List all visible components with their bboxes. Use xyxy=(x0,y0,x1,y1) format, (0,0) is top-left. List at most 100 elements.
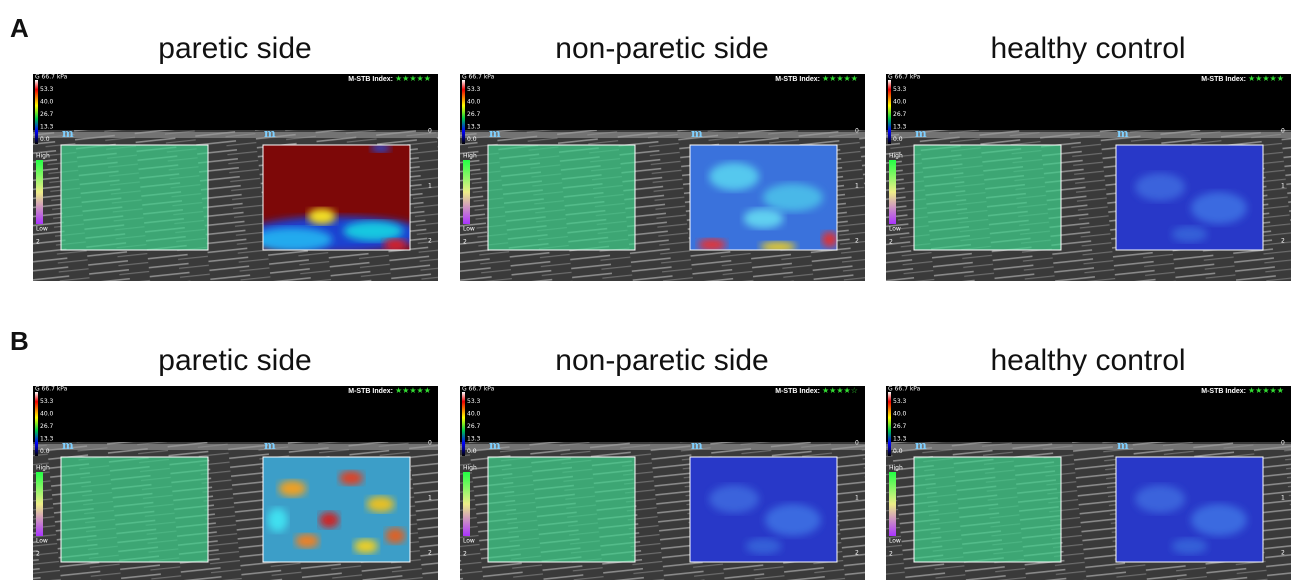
scale-label: 53.3 xyxy=(893,398,907,405)
fascia xyxy=(33,132,438,138)
scale-label: 26.7 xyxy=(893,111,907,118)
heat-blob xyxy=(698,238,727,250)
depth-label: 1 xyxy=(855,495,859,502)
scale-label: 40.0 xyxy=(40,411,54,418)
quality-label: Low xyxy=(36,538,48,545)
depth-label: 1 xyxy=(1281,495,1285,502)
heat-blob xyxy=(760,241,797,250)
depth-label: 2 xyxy=(855,238,859,245)
quality-bar xyxy=(36,160,43,224)
quality-bar xyxy=(36,472,43,536)
marker: m xyxy=(915,127,927,140)
scale-label: 53.3 xyxy=(467,398,481,405)
depth-label: 0 xyxy=(855,128,859,135)
index-label: M-STB Index: xyxy=(348,388,393,395)
elastogram xyxy=(263,457,410,562)
panel-label: A xyxy=(10,13,29,43)
scale-label: G 66.7 kPa xyxy=(35,386,68,393)
heat-blob xyxy=(319,512,340,528)
scale-label: 0.0 xyxy=(893,136,903,143)
heat-blob xyxy=(1171,226,1208,243)
stars: ★★★★★ xyxy=(1248,74,1284,83)
quality-label: High xyxy=(889,153,903,160)
quality-label: Low xyxy=(463,226,475,233)
elastogram xyxy=(690,457,837,562)
image-title: paretic side xyxy=(158,344,311,377)
scale-label: 13.3 xyxy=(467,436,481,443)
heat-blob xyxy=(385,527,406,544)
colorbar xyxy=(462,80,465,144)
scale-label: 26.7 xyxy=(467,423,481,430)
marker: m xyxy=(915,439,927,452)
heat-blob xyxy=(762,183,823,212)
index-label: M-STB Index: xyxy=(1201,76,1246,83)
scale-label: 13.3 xyxy=(893,124,907,131)
quality-bar xyxy=(889,160,896,224)
scale-label: 40.0 xyxy=(467,99,481,106)
marker: m xyxy=(691,127,703,140)
stars: ★★★★★ xyxy=(822,74,858,83)
heat-box xyxy=(262,144,411,251)
depth-label: 0 xyxy=(855,440,859,447)
heat-box xyxy=(689,456,838,563)
quality-bar xyxy=(463,160,470,224)
quality-box xyxy=(60,456,209,563)
scale-label: 40.0 xyxy=(893,99,907,106)
depth-label: 1 xyxy=(428,495,432,502)
scale-label: 40.0 xyxy=(893,411,907,418)
marker: m xyxy=(489,127,501,140)
heat-blob xyxy=(1190,192,1247,224)
heat-blob xyxy=(343,221,404,242)
stars: ★★★★★ xyxy=(395,386,431,395)
scale-label: 0.0 xyxy=(467,448,477,455)
depth-label: 0 xyxy=(1281,440,1285,447)
stars: ★★★★★ xyxy=(1248,386,1284,395)
heat-blob xyxy=(295,534,320,548)
heat-blob xyxy=(1135,485,1186,513)
quality-label: Low xyxy=(889,538,901,545)
scale-label: 26.7 xyxy=(893,423,907,430)
elastogram xyxy=(690,145,837,250)
image-title: non-paretic side xyxy=(555,32,768,65)
heat-blob xyxy=(339,471,364,485)
heat-blob xyxy=(1135,173,1186,201)
heat-blob xyxy=(764,504,821,536)
quality-bar xyxy=(463,472,470,536)
depth-label: 2 xyxy=(889,551,893,558)
image-title: paretic side xyxy=(158,32,311,65)
heat-blob xyxy=(307,208,336,225)
depth-label: 0 xyxy=(428,128,432,135)
index-label: M-STB Index: xyxy=(348,76,393,83)
scale-label: 26.7 xyxy=(467,111,481,118)
panel-label: B xyxy=(10,326,29,356)
scale-label: 53.3 xyxy=(467,86,481,93)
marker: m xyxy=(691,439,703,452)
depth-label: 2 xyxy=(428,238,432,245)
quality-box xyxy=(913,144,1062,251)
heat-blob xyxy=(709,485,760,513)
marker: m xyxy=(1117,439,1129,452)
scale-label: 53.3 xyxy=(40,398,54,405)
elastogram xyxy=(1116,457,1263,562)
quality-box xyxy=(60,144,209,251)
fascia xyxy=(33,444,438,450)
depth-label: 1 xyxy=(428,183,432,190)
depth-label: 0 xyxy=(1281,128,1285,135)
quality-label: Low xyxy=(463,538,475,545)
depth-label: 1 xyxy=(855,183,859,190)
colorbar xyxy=(888,392,891,456)
heat-blob xyxy=(1190,504,1247,536)
quality-label: High xyxy=(463,153,477,160)
image-title: healthy control xyxy=(990,32,1185,65)
heat-blob xyxy=(366,496,395,513)
scale-label: 13.3 xyxy=(40,436,54,443)
depth-label: 0 xyxy=(428,440,432,447)
elastogram xyxy=(1116,145,1263,250)
scale-label: 26.7 xyxy=(40,423,54,430)
heat-blob xyxy=(383,238,408,250)
depth-label: 2 xyxy=(428,550,432,557)
quality-label: High xyxy=(463,465,477,472)
heat-blob xyxy=(745,538,782,555)
scale-label: 13.3 xyxy=(40,124,54,131)
